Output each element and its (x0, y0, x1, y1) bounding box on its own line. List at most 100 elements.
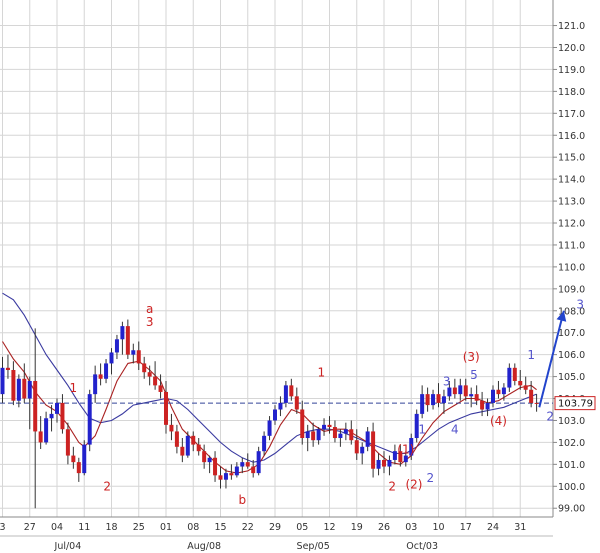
candle (131, 343, 136, 364)
candle (229, 464, 234, 480)
y-tick-label: 102.0 (558, 438, 585, 449)
candle (0, 356, 5, 403)
x-tick-label: 04 (51, 522, 63, 533)
candle (523, 376, 528, 395)
candle (294, 387, 299, 414)
candle (104, 359, 109, 384)
candle-body (354, 440, 359, 454)
candle (267, 416, 272, 441)
candle-body (398, 451, 403, 463)
candle-body (60, 402, 65, 430)
y-tick-label: 103.0 (558, 416, 585, 427)
candle (55, 398, 59, 423)
candle (403, 451, 408, 467)
candle-body (104, 363, 109, 379)
candle (414, 409, 419, 443)
wave-label: 3 (443, 374, 451, 388)
candle-body (474, 394, 479, 401)
y-tick-label: 116.0 (558, 131, 585, 142)
candle (354, 429, 359, 460)
candle-body (0, 367, 5, 395)
candle (349, 420, 354, 445)
candle (207, 455, 212, 474)
candle (343, 422, 348, 441)
y-tick-label: 117.0 (558, 109, 585, 120)
candle (16, 374, 21, 408)
candle (169, 413, 174, 441)
candle-body (87, 394, 92, 445)
candle (109, 348, 114, 375)
y-tick-label: 100.0 (558, 482, 585, 493)
candle (338, 429, 343, 447)
candle (125, 319, 130, 360)
x-tick-label: 17 (460, 522, 472, 533)
candle-body (414, 413, 419, 439)
candle (360, 442, 365, 465)
candle-body (169, 424, 174, 432)
candle (262, 431, 267, 456)
wave-label: 5 (470, 368, 478, 382)
wave-label: 2 (388, 480, 396, 494)
candle-body (120, 326, 125, 340)
candle-body (44, 418, 49, 443)
candle-body (512, 367, 517, 381)
candle-body (441, 396, 446, 403)
x-tick-label: 18 (105, 522, 117, 533)
wave-label: 4 (451, 423, 459, 437)
y-tick-label: 111.0 (558, 240, 585, 251)
candle-body (82, 444, 87, 474)
candle-body (518, 380, 523, 386)
candle (512, 363, 517, 386)
candle (196, 438, 201, 456)
candle (491, 385, 495, 408)
candlesticks (0, 319, 539, 509)
candle-body (245, 462, 250, 467)
candle (5, 354, 10, 379)
x-tick-label: 25 (133, 522, 145, 533)
candle (409, 433, 414, 460)
month-label: Aug/08 (187, 541, 221, 552)
candle-body (343, 429, 348, 434)
candle-body (251, 466, 256, 474)
candle (387, 455, 392, 476)
candle (485, 398, 490, 417)
candle-body (338, 433, 343, 439)
candle-body (153, 376, 158, 386)
candle-body (131, 350, 136, 355)
wave-label: (2) (405, 477, 422, 491)
wave-label: (1) (397, 442, 414, 456)
candle (44, 411, 49, 445)
candle (120, 321, 125, 355)
x-tick-label: 3 (0, 522, 6, 533)
candle (441, 389, 446, 414)
chart-grid (0, 0, 554, 537)
candle-body (469, 394, 474, 397)
candle (376, 453, 381, 476)
candle (223, 468, 228, 489)
candle (534, 394, 539, 412)
candle (392, 444, 397, 465)
candle (191, 431, 196, 452)
candle (436, 383, 441, 408)
candle-body (294, 396, 299, 410)
y-tick-label: 112.0 (558, 219, 585, 230)
candle (49, 405, 54, 432)
wave-label: b (238, 493, 246, 507)
candle (153, 361, 158, 390)
candle (474, 385, 479, 406)
candle (469, 387, 474, 408)
y-tick-label: 109.0 (558, 284, 585, 295)
x-tick-label: 01 (160, 522, 172, 533)
candle (164, 380, 168, 434)
candle-body (431, 394, 436, 406)
candle (327, 416, 332, 434)
candle-body (71, 455, 76, 463)
candle-body (229, 473, 234, 476)
candle-body (452, 387, 457, 395)
candle (382, 451, 386, 474)
x-tick-label: 05 (296, 522, 308, 533)
y-tick-label: 101.0 (558, 460, 585, 471)
candle-body (501, 387, 506, 395)
candle (458, 378, 463, 401)
